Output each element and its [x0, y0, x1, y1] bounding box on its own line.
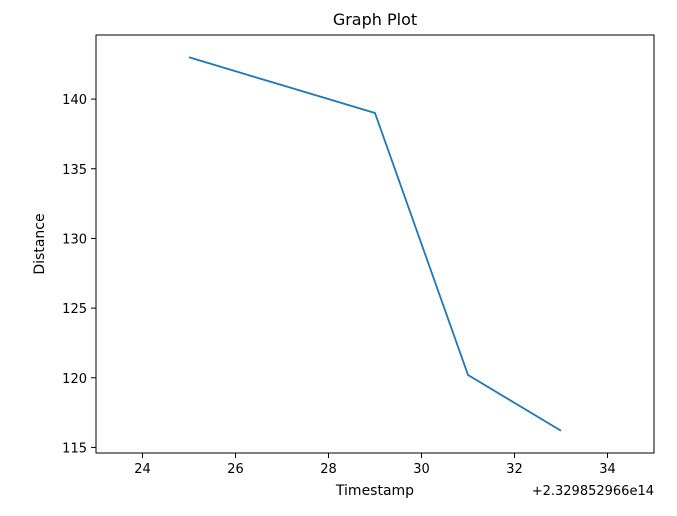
y-tick-label: 115	[62, 441, 87, 456]
y-axis-label: Distance	[32, 213, 48, 274]
x-axis-ticks: 24 26 28 30 32 34	[134, 453, 616, 477]
y-axis-ticks: 115 120 125 130 135 140	[62, 93, 96, 456]
x-tick-label: 34	[599, 462, 616, 477]
x-tick-label: 28	[320, 462, 337, 477]
chart-title: Graph Plot	[333, 10, 417, 29]
x-axis-label: Timestamp	[335, 483, 414, 499]
y-tick-label: 135	[62, 163, 87, 178]
x-tick-label: 32	[506, 462, 523, 477]
y-tick-label: 130	[62, 232, 87, 247]
y-tick-label: 125	[62, 302, 87, 317]
x-tick-label: 30	[413, 462, 430, 477]
series-line-0	[188, 56, 562, 432]
y-tick-label: 140	[62, 93, 87, 108]
x-axis-offset-label: +2.329852966e14	[532, 484, 654, 499]
axes-frame	[95, 34, 655, 454]
x-tick-label: 24	[134, 462, 151, 477]
x-tick-label: 26	[227, 462, 244, 477]
y-tick-label: 120	[62, 372, 87, 387]
plot-area	[95, 34, 655, 454]
